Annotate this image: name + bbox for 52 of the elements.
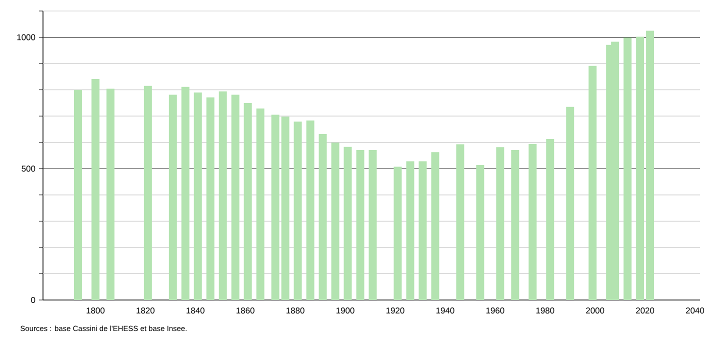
bar [181,86,190,300]
bar [394,166,402,300]
bar [476,164,484,300]
x-tick-label: 1880 [286,308,304,314]
bar [431,152,440,300]
bar [418,161,427,300]
bar [528,144,537,300]
bar [456,144,464,300]
bar [91,79,100,300]
bar [256,108,264,300]
bar [566,106,574,300]
bar [331,142,340,300]
bar [74,90,82,300]
bar [588,66,597,300]
bar [356,150,364,300]
bar [368,150,377,300]
bar [636,36,644,300]
x-tick-label: 1920 [386,308,404,314]
bar [206,97,214,300]
bar [168,94,177,300]
bar [511,150,520,300]
bar [106,88,114,300]
bar [194,92,202,300]
x-tick-label: 1860 [236,308,254,314]
bar [624,38,632,300]
y-tick-label: 1000 [17,34,36,40]
x-tick-label: 2000 [586,308,604,314]
x-tick-label: 1980 [536,308,554,314]
y-tick-label: 500 [22,166,36,172]
bar [318,134,327,300]
x-tick-label: 1960 [486,308,504,314]
bar [271,114,280,300]
bar [496,147,504,300]
x-tick-label: 1820 [136,308,155,314]
bar [218,91,227,300]
bar [294,122,302,300]
bar [646,30,654,300]
bar [144,86,152,300]
bar [344,146,352,300]
bar [281,116,290,300]
x-tick-label: 1840 [186,308,204,314]
x-tick-label: 2040 [686,308,704,314]
x-tick-label: 1900 [336,308,354,314]
bar [546,138,554,300]
x-tick-label: 1800 [86,308,105,314]
bar [231,94,240,300]
y-tick-label: 0 [31,297,36,303]
bar [306,120,314,300]
bar [406,161,414,300]
x-tick-label: 2020 [636,308,654,314]
x-tick-label: 1940 [436,308,454,314]
bar [244,102,252,300]
